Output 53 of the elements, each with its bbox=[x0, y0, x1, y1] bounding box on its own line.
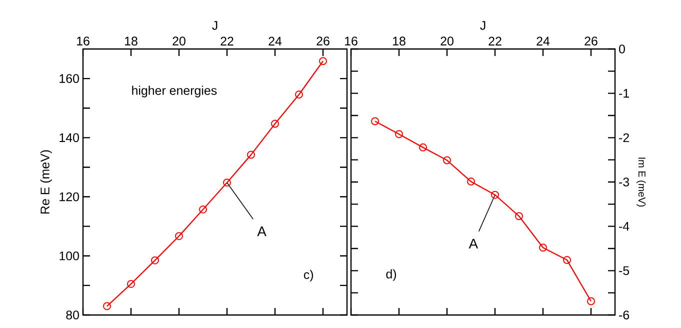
x-tick-label: 22 bbox=[488, 36, 502, 46]
annotation: A bbox=[468, 238, 478, 248]
y-axis-title: Im E (meV) bbox=[636, 158, 646, 207]
point bbox=[371, 117, 380, 126]
x-tick-label: 16 bbox=[77, 36, 90, 46]
y-tick-label: 100 bbox=[60, 251, 79, 260]
point bbox=[515, 212, 524, 220]
point bbox=[443, 156, 452, 164]
point bbox=[271, 120, 280, 128]
point bbox=[223, 178, 232, 187]
point bbox=[199, 205, 208, 214]
annotation: A bbox=[257, 226, 266, 236]
y-tick-label: 160 bbox=[60, 74, 79, 83]
y-tick-label: 0 bbox=[619, 44, 625, 54]
point bbox=[587, 297, 596, 306]
point bbox=[491, 190, 500, 199]
point bbox=[103, 302, 112, 310]
x-tick-label: 24 bbox=[536, 36, 550, 46]
x-tick-label: 20 bbox=[440, 36, 454, 46]
y-tick-label: -3 bbox=[619, 178, 630, 186]
point bbox=[419, 143, 428, 152]
x-tick-label: 26 bbox=[584, 36, 598, 46]
x-tick-label: 22 bbox=[220, 36, 234, 46]
y-tick-label: -2 bbox=[619, 133, 629, 142]
y-tick-label: -5 bbox=[619, 266, 630, 276]
x-tick-label: 26 bbox=[316, 36, 330, 46]
point bbox=[295, 90, 304, 99]
annotation: c) bbox=[304, 270, 314, 282]
point bbox=[539, 244, 548, 252]
x-tick-label: 18 bbox=[125, 36, 138, 46]
x-axis-title: J bbox=[212, 21, 218, 30]
annotation: higher energies bbox=[132, 86, 217, 98]
point bbox=[247, 150, 256, 159]
point bbox=[563, 256, 572, 264]
y-tick-label: 80 bbox=[66, 310, 79, 320]
point bbox=[319, 57, 328, 66]
x-axis-title: J bbox=[480, 21, 486, 30]
y-tick-label: 140 bbox=[60, 133, 79, 142]
x-tick-label: 18 bbox=[393, 36, 406, 46]
point bbox=[151, 256, 160, 264]
y-axis-title: Re E (meV) bbox=[40, 150, 52, 214]
x-tick-label: 24 bbox=[268, 36, 282, 46]
y-tick-label: -4 bbox=[619, 222, 630, 231]
point bbox=[395, 130, 404, 138]
point bbox=[127, 280, 136, 288]
y-tick-label: 120 bbox=[60, 192, 79, 202]
point bbox=[467, 178, 476, 186]
y-tick-label: -1 bbox=[619, 89, 629, 98]
x-tick-label: 20 bbox=[172, 36, 186, 46]
annotation: d) bbox=[386, 269, 396, 281]
y-tick-label: -6 bbox=[619, 310, 630, 320]
x-tick-label: 16 bbox=[345, 36, 358, 46]
point bbox=[175, 232, 184, 240]
